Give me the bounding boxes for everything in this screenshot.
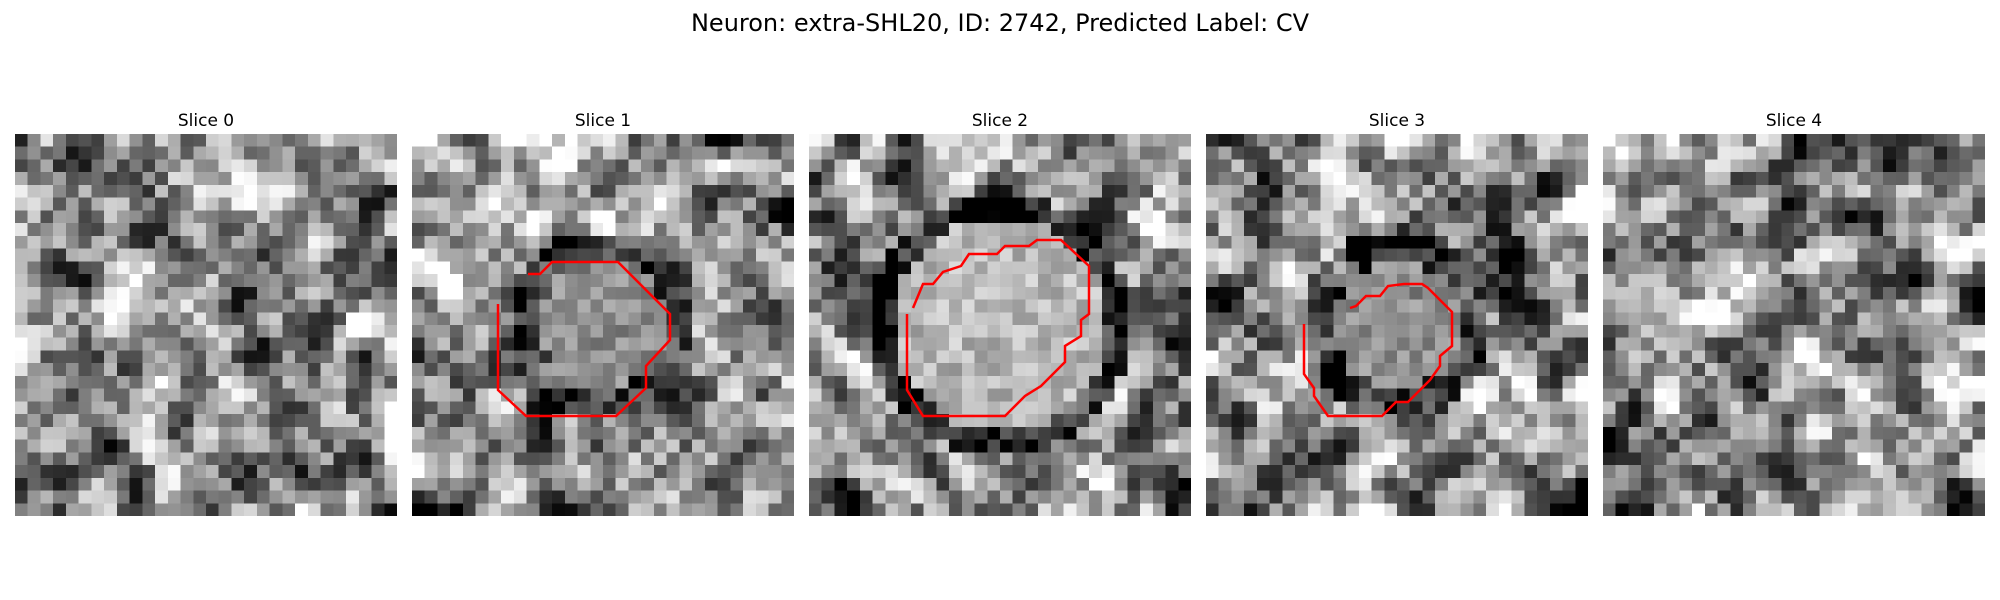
slice-panel-4: Slice 4 bbox=[1603, 110, 1985, 132]
slice-panel-2: Slice 2 bbox=[809, 110, 1191, 132]
slice-image bbox=[1206, 134, 1588, 516]
slice-title: Slice 3 bbox=[1206, 110, 1588, 132]
slice-image bbox=[1603, 134, 1985, 516]
slice-image-pixels bbox=[15, 134, 397, 516]
slice-image-pixels bbox=[1603, 134, 1985, 516]
segmentation-outline bbox=[907, 240, 1089, 416]
slice-image bbox=[412, 134, 794, 516]
segmentation-overlay bbox=[809, 134, 1191, 516]
segmentation-outline bbox=[498, 262, 670, 416]
slice-image bbox=[809, 134, 1191, 516]
figure-title: Neuron: extra-SHL20, ID: 2742, Predicted… bbox=[0, 8, 2000, 38]
slice-panel-1: Slice 1 bbox=[412, 110, 794, 132]
slice-panel-0: Slice 0 bbox=[15, 110, 397, 132]
segmentation-overlay bbox=[412, 134, 794, 516]
slice-image bbox=[15, 134, 397, 516]
segmentation-outline bbox=[1304, 284, 1452, 416]
slice-title: Slice 2 bbox=[809, 110, 1191, 132]
slice-title: Slice 4 bbox=[1603, 110, 1985, 132]
slice-title: Slice 0 bbox=[15, 110, 397, 132]
slice-panel-3: Slice 3 bbox=[1206, 110, 1588, 132]
slice-title: Slice 1 bbox=[412, 110, 794, 132]
segmentation-overlay bbox=[1206, 134, 1588, 516]
